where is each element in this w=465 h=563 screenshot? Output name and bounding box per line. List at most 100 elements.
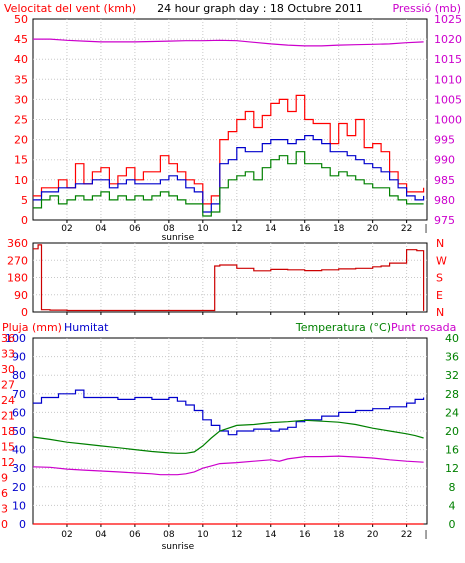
temperature-tick-label: 32 [445,369,459,382]
humidity-tick-label: 60 [12,406,26,419]
x-end-mark: | [424,224,427,234]
x-tick-label: 06 [129,530,141,540]
temperature-axis-label: Temperatura (°C) [295,321,391,334]
wind-tick-label: 40 [14,53,28,66]
temperature-tick-label: 28 [445,388,459,401]
compass-tick-label: N [436,237,444,250]
compass-tick-label: W [436,254,447,267]
wind-tick-label: 50 [14,13,28,26]
temperature-tick-label: 4 [449,499,456,512]
humidity-tick-label: 90 [12,351,26,364]
pressure-tick-label: 980 [434,194,455,207]
wind-tick-label: 10 [14,174,28,187]
pressure-tick-label: 1020 [434,33,462,46]
direction-tick-label: 90 [14,289,28,302]
x-tick-label: 04 [95,224,107,234]
pressure-line [33,38,424,47]
direction-tick-label: 180 [7,272,28,285]
x-tick-label: 10 [197,224,209,234]
wind-tick-label: 25 [14,114,28,127]
pressure-tick-label: 975 [434,214,455,227]
rain-tick-label: 12 [1,456,15,469]
pressure-right-tick-labels: 975 980 985 990 995 1000 1005 1010 1015 1020 1025 [434,13,462,227]
x-tick-label: 20 [367,224,379,234]
x-tick-label: 08 [163,224,175,234]
wind-series [33,38,425,217]
avg-line [33,151,424,217]
temperature-tick-label: 0 [449,518,456,531]
sunrise-label: sunrise [162,233,195,243]
humidity-tick-label: 20 [12,481,26,494]
x-tick-label: 18 [333,530,345,540]
wind-tick-label: 20 [14,134,28,147]
direction-tick-label: 270 [7,254,28,267]
wind-tick-label: 45 [14,33,28,46]
x-tick-label: 04 [95,530,107,540]
temp-x-tick-labels: 02 04 06 08 10 12 14 16 18 20 22 | [61,530,427,540]
x-tick-label: 16 [299,530,311,540]
temperature-tick-label: 36 [445,351,459,364]
x-tick-label: 14 [265,530,277,540]
rain-tick-label: 21 [1,410,15,423]
x-tick-label: 16 [299,224,311,234]
x-tick-label: 22 [401,224,412,234]
temperature-tick-label: 16 [445,444,459,457]
compass-tick-label: S [436,272,443,285]
direction-left-tick-labels: 0 90 180 270 360 [7,237,28,319]
direction-tick-label: 360 [7,237,28,250]
x-tick-label: 12 [231,530,242,540]
rain-tick-label: 18 [1,425,15,438]
x-tick-label: 20 [367,530,379,540]
x-tick-label: 14 [265,224,277,234]
temperature-tick-label: 40 [445,332,459,345]
sunrise-label-bottom: sunrise [162,542,195,552]
x-tick-label: 10 [197,530,209,540]
temperature-tick-labels: 0 4 8 12 16 20 24 28 32 36 40 [445,332,459,531]
humidity-tick-label: 30 [12,462,26,475]
direction-gridlines [33,243,427,315]
temperature-tick-label: 24 [445,406,459,419]
wind-axis-label: Velocitat del vent (kmh) [4,2,136,15]
x-tick-label: 02 [61,530,72,540]
x-tick-label: 22 [401,530,412,540]
humidity-tick-label: 70 [12,388,26,401]
rain-tick-label: 6 [1,487,8,500]
temperature-tick-label: 8 [449,481,456,494]
x-tick-label: 02 [61,224,72,234]
wind-tick-label: 15 [14,154,28,167]
humidity-tick-label: 40 [12,444,26,457]
gust-line [33,94,425,205]
humidity-tick-label: 100 [5,332,26,345]
pressure-tick-label: 995 [434,134,455,147]
x-tick-label: 08 [163,530,175,540]
rain-tick-label: 3 [1,503,8,516]
dewpoint-axis-label: Punt rosada [391,321,456,334]
humidity-tick-label: 0 [19,518,26,531]
x-tick-label: 06 [129,224,141,234]
rain-tick-label: 30 [1,363,15,376]
compass-tick-label: E [436,289,443,302]
humidity-tick-label: 10 [12,499,26,512]
rain-tick-label: 33 [1,348,15,361]
rain-tick-label: 0 [1,518,8,531]
rain-tick-label: 9 [1,472,8,485]
rain-tick-label: 36 [1,332,15,345]
x-end-mark: | [424,530,427,540]
temperature-tick-label: 12 [445,462,459,475]
wind-tick-label: 0 [21,214,28,227]
humidity-axis-label: Humitat [64,321,109,334]
pressure-tick-label: 1010 [434,73,462,86]
wind-tick-label: 35 [14,73,28,86]
pressure-tick-label: 1025 [434,13,462,26]
chart-title: 24 hour graph day : 18 Octubre 2011 [157,2,363,15]
wind-x-tick-labels: 02 04 06 08 10 12 14 16 18 20 22 | [61,224,427,234]
humidity-tick-label: 80 [12,369,26,382]
x-tick-label: 12 [231,224,242,234]
pressure-tick-label: 1005 [434,93,462,106]
